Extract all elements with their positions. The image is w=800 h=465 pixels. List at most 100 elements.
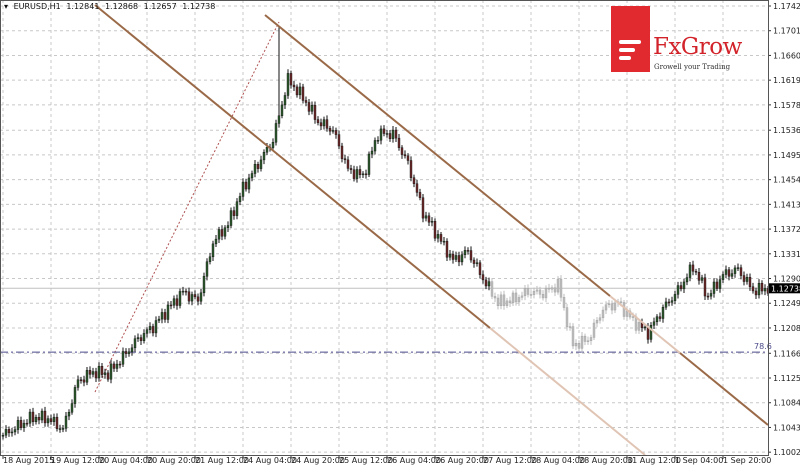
candle (550, 287, 554, 290)
candle (724, 269, 728, 275)
candle (130, 347, 134, 353)
candle (190, 294, 194, 302)
candle (403, 154, 407, 157)
candle (331, 130, 335, 132)
candle (535, 289, 539, 292)
candle (466, 250, 470, 252)
candle (385, 133, 389, 135)
candle (4, 429, 8, 436)
x-tick-label: 25 Aug 12:00 (339, 456, 393, 465)
candle (340, 145, 344, 159)
y-tick-label: 1.10430 (773, 423, 800, 432)
candle (247, 177, 251, 190)
candle (238, 196, 242, 202)
candle (208, 256, 212, 262)
candle (142, 333, 146, 341)
candle (460, 254, 464, 263)
candle (301, 86, 305, 101)
current-price-label: 1.12738 (771, 284, 800, 293)
candle (181, 290, 185, 293)
candle (193, 294, 197, 298)
candle (241, 181, 245, 197)
candle (322, 119, 326, 127)
candle (670, 300, 674, 303)
x-tick-label: 20 Aug 20:00 (147, 456, 201, 465)
candle (115, 363, 119, 369)
candle (13, 429, 17, 433)
candle (61, 428, 65, 430)
candle (55, 416, 59, 429)
candle (223, 227, 227, 237)
candle (727, 269, 731, 277)
candle (400, 147, 404, 155)
y-tick-label: 1.12080 (773, 324, 800, 333)
candle (676, 285, 680, 295)
candle (382, 128, 386, 134)
candle (601, 309, 605, 319)
candle (496, 297, 500, 307)
candle (439, 234, 443, 242)
candle (217, 229, 221, 240)
x-tick-label: 24 Aug 20:00 (291, 456, 345, 465)
candle (355, 169, 359, 179)
candle (736, 267, 740, 269)
candle (625, 310, 629, 317)
candle (139, 337, 143, 341)
candle (478, 262, 482, 275)
candle (643, 326, 647, 329)
candle (463, 250, 467, 255)
candle (202, 276, 206, 294)
candle (697, 272, 701, 281)
candle (688, 264, 692, 278)
candle (280, 104, 284, 116)
candle (661, 307, 665, 319)
candle (391, 129, 395, 139)
candle (373, 140, 377, 152)
candle (610, 303, 614, 311)
candle (232, 210, 236, 216)
candle (226, 225, 230, 228)
candle (514, 292, 518, 303)
candle (370, 150, 374, 155)
candle (187, 291, 191, 302)
candle (655, 316, 659, 323)
candle (757, 283, 761, 296)
candle (691, 264, 695, 272)
candle (136, 337, 140, 339)
candle (619, 301, 623, 303)
candle (124, 351, 128, 354)
y-tick-label: 1.14950 (773, 151, 800, 160)
candle (538, 289, 542, 295)
candle (721, 274, 725, 280)
channel-lower-line-faded (489, 327, 646, 456)
candle (73, 387, 77, 404)
candle (118, 363, 122, 366)
candle (580, 335, 584, 349)
candle (409, 160, 413, 178)
candle (673, 294, 677, 301)
candle (511, 292, 515, 304)
candle (64, 415, 68, 429)
candle (109, 363, 113, 380)
candle (235, 201, 239, 216)
candle (337, 134, 341, 147)
candle (406, 155, 410, 161)
candle (394, 129, 398, 139)
candle (220, 229, 224, 237)
candle (544, 287, 548, 299)
candle (397, 137, 401, 148)
candle (316, 119, 320, 123)
candle (313, 105, 317, 120)
candle (304, 100, 308, 103)
candle (112, 363, 116, 369)
candle (271, 142, 275, 148)
candle (76, 379, 80, 388)
candle (319, 122, 323, 127)
candle (586, 340, 590, 343)
x-tick-label: 20 Aug 04:00 (99, 456, 153, 465)
y-tick-label: 1.10020 (773, 448, 800, 457)
dropdown-triangle-icon[interactable]: ▾ (4, 2, 9, 11)
candle (664, 301, 668, 308)
